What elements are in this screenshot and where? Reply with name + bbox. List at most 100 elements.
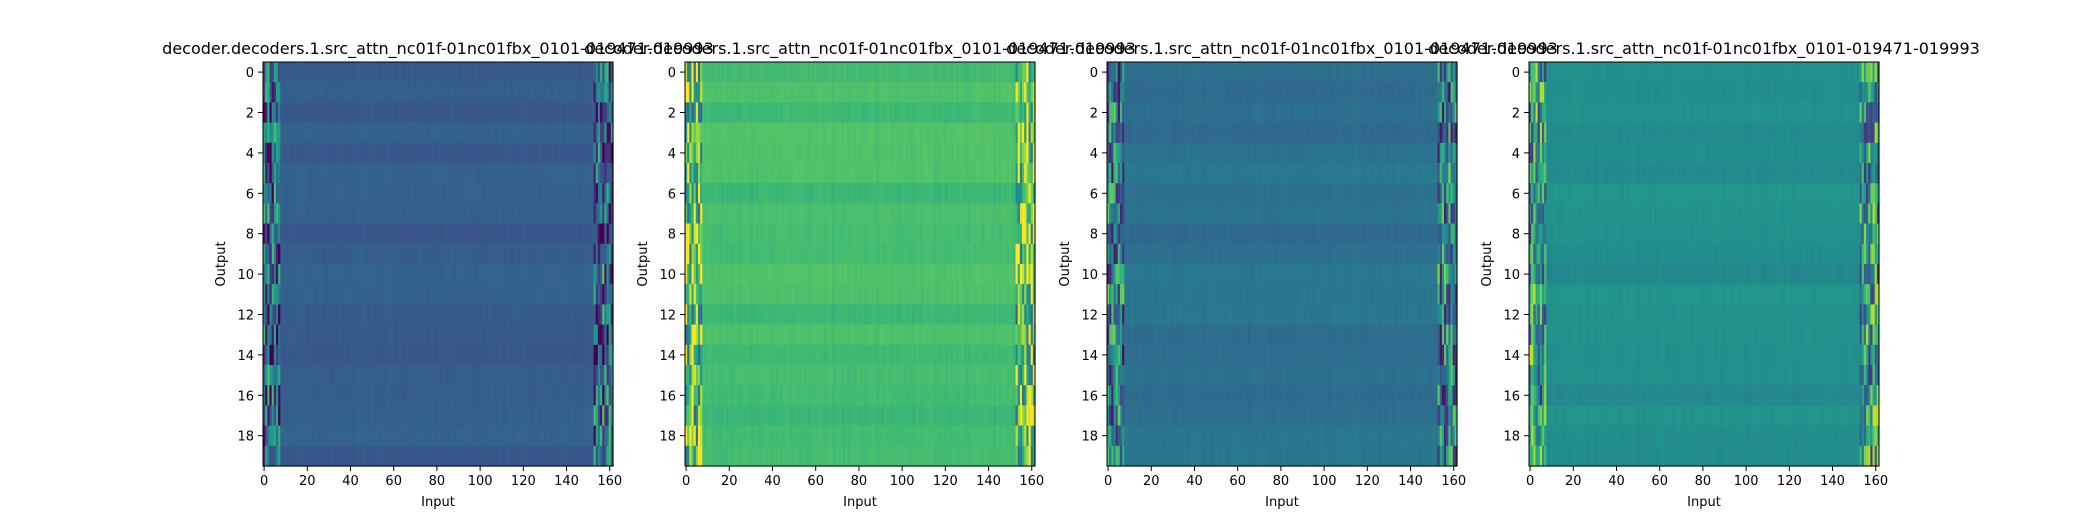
heatmap-cell <box>972 163 976 184</box>
heatmap-cell <box>416 102 420 124</box>
heatmap-cell <box>571 405 575 427</box>
heatmap-cell <box>872 82 876 103</box>
heatmap-cell <box>715 102 719 124</box>
heatmap-cell <box>267 163 271 184</box>
heatmap-cell <box>604 365 608 386</box>
heatmap-cell <box>920 62 924 83</box>
x-axis-label: Input <box>421 495 455 510</box>
heatmap-cell <box>1004 82 1008 103</box>
heatmap-cell <box>444 425 448 447</box>
heatmap-cell <box>593 223 597 245</box>
heatmap-cell <box>453 163 456 184</box>
heatmap-cell <box>312 405 316 427</box>
heatmap-cell <box>375 365 379 386</box>
heatmap-cell <box>907 102 911 124</box>
heatmap-cell <box>314 142 318 164</box>
heatmap-cell <box>580 122 584 144</box>
heatmap-cell <box>355 304 359 326</box>
heatmap-cell <box>364 284 368 305</box>
heatmap-cell <box>795 122 798 144</box>
heatmap-cell <box>286 445 290 467</box>
heatmap-cell <box>327 102 331 124</box>
heatmap-cell <box>466 445 469 467</box>
heatmap-cell <box>297 324 301 346</box>
heatmap-cell <box>522 223 526 245</box>
heatmap-cell <box>550 82 554 103</box>
heatmap-cell <box>901 122 904 144</box>
heatmap-cell <box>392 102 396 124</box>
heatmap-cell <box>1015 62 1019 83</box>
heatmap-cell <box>587 82 590 103</box>
heatmap-cell <box>418 223 422 245</box>
heatmap-cell <box>604 163 608 184</box>
heatmap-cell <box>890 102 894 124</box>
heatmap-cell <box>450 405 454 427</box>
heatmap-cell <box>377 183 381 204</box>
heatmap-cell <box>347 243 351 265</box>
heatmap-cell <box>479 163 482 184</box>
heatmap-cell <box>1024 142 1027 164</box>
heatmap-cell <box>987 82 991 103</box>
heatmap-cell <box>332 122 335 144</box>
heatmap-cell <box>851 163 855 184</box>
heatmap-cell <box>373 284 376 305</box>
heatmap-cell <box>403 223 407 245</box>
heatmap-cell <box>351 324 355 346</box>
heatmap-cell <box>948 142 952 164</box>
heatmap-cell <box>610 385 614 406</box>
heatmap-cell <box>736 142 740 164</box>
heatmap-cell <box>708 142 712 164</box>
heatmap-cell <box>271 62 275 83</box>
heatmap-cell <box>1000 102 1004 124</box>
heatmap-cell <box>756 163 760 184</box>
heatmap-cells <box>685 62 1036 467</box>
heatmap-cell <box>552 385 556 406</box>
heatmap-cell <box>457 445 461 467</box>
heatmap-cell <box>461 82 465 103</box>
heatmap-cell <box>438 324 441 346</box>
heatmap-cell <box>991 102 995 124</box>
heatmap-cell <box>929 82 932 103</box>
heatmap-cell <box>360 223 363 245</box>
heatmap-cell <box>340 82 344 103</box>
heatmap-cell <box>414 344 417 366</box>
heatmap-cell <box>450 243 454 265</box>
heatmap-cell <box>442 203 446 225</box>
heatmap-cell <box>974 82 978 103</box>
heatmap-cell <box>823 163 827 184</box>
heatmap-cell <box>396 264 400 285</box>
heatmap-cell <box>420 405 424 427</box>
heatmap-cell <box>489 223 493 245</box>
heatmap-cell <box>574 344 577 366</box>
heatmap-cell <box>747 102 751 124</box>
heatmap-cell <box>513 324 517 346</box>
heatmap-cell <box>998 102 1002 124</box>
heatmap-cell <box>377 82 381 103</box>
heatmap-cell <box>558 122 562 144</box>
heatmap-cell <box>879 142 883 164</box>
heatmap-cell <box>489 365 493 386</box>
heatmap-cell <box>604 405 608 427</box>
heatmap-cell <box>414 304 417 326</box>
heatmap-cell <box>379 304 383 326</box>
heatmap-cell <box>528 122 532 144</box>
heatmap-cell <box>448 324 452 346</box>
heatmap-cell <box>883 102 887 124</box>
heatmap-cell <box>429 82 433 103</box>
heatmap-cell <box>386 163 389 184</box>
heatmap-cell <box>342 223 346 245</box>
heatmap-cell <box>291 344 294 366</box>
heatmap-cell <box>563 344 567 366</box>
heatmap-cell <box>543 365 547 386</box>
heatmap-cell <box>847 82 850 103</box>
heatmap-cell <box>329 445 333 467</box>
heatmap-cell <box>734 102 738 124</box>
heatmap-cell <box>306 284 309 305</box>
heatmap-cell <box>353 203 357 225</box>
heatmap-cell <box>494 365 497 386</box>
heatmap-cell <box>336 62 340 83</box>
heatmap-cell <box>509 344 513 366</box>
heatmap-cell <box>777 102 781 124</box>
heatmap-cell <box>308 445 312 467</box>
